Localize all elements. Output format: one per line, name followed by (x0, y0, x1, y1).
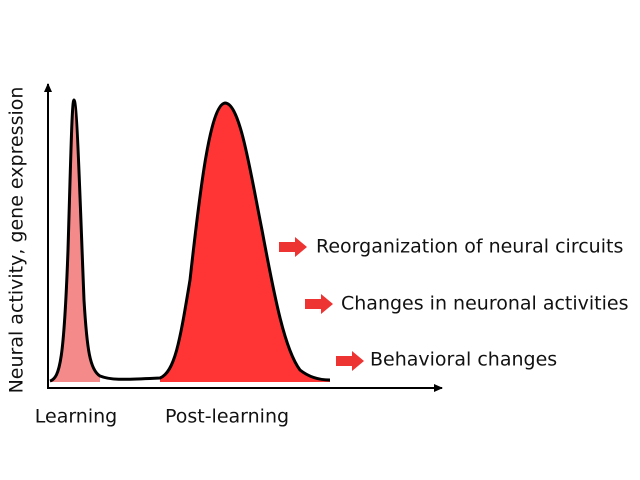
outcome-label: Behavioral changes (370, 349, 557, 371)
arrow (305, 294, 333, 314)
phase-label: Post-learning (165, 406, 289, 428)
arrow (279, 237, 307, 257)
axis-label: Neural activity, gene expression (6, 87, 28, 394)
outcome-label: Reorganization of neural circuits (316, 236, 623, 258)
post-learning-peak (160, 103, 330, 382)
outcome-label: Changes in neuronal activities (341, 293, 629, 315)
phase-label: Learning (35, 406, 118, 428)
activity-curve (49, 98, 331, 383)
arrow (336, 351, 364, 371)
learning-peak (50, 100, 100, 382)
